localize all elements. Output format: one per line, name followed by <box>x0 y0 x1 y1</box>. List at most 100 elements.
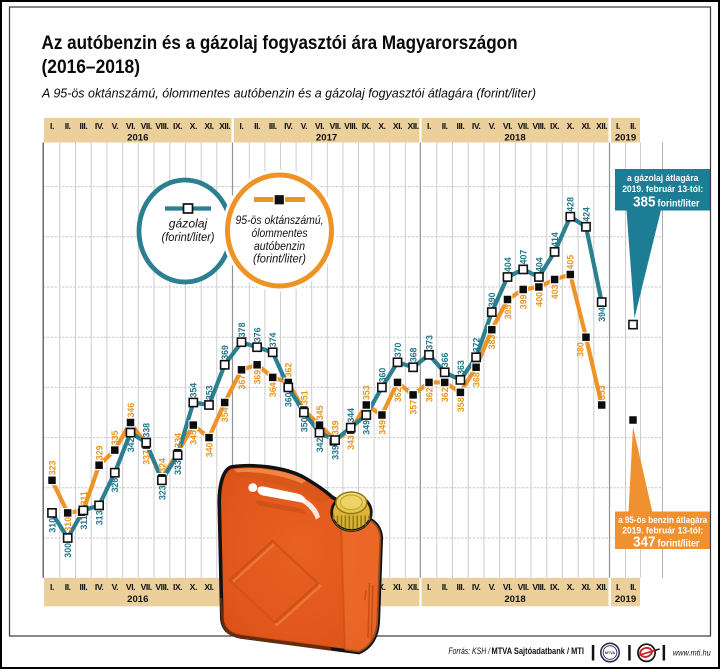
svg-text:2019: 2019 <box>615 594 636 605</box>
svg-text:IV.: IV. <box>95 582 103 592</box>
svg-text:344: 344 <box>346 408 356 423</box>
svg-text:311: 311 <box>79 515 89 529</box>
svg-text:354: 354 <box>220 407 230 422</box>
svg-text:2016: 2016 <box>127 133 148 144</box>
svg-text:II.: II. <box>254 121 260 131</box>
svg-text:a gázolaj átlagára: a gázolaj átlagára <box>627 173 699 183</box>
svg-text:346: 346 <box>126 403 136 418</box>
svg-text:XI.: XI. <box>393 121 402 131</box>
svg-text:350: 350 <box>299 417 309 432</box>
svg-text:MTVA Sajtóadatbank / MTI: MTVA Sajtóadatbank / MTI <box>492 646 585 656</box>
svg-text:300: 300 <box>63 543 73 558</box>
svg-text:313: 313 <box>95 510 105 525</box>
svg-text:I.: I. <box>616 582 620 592</box>
svg-text:ólommentes: ólommentes <box>252 227 308 240</box>
svg-text:323: 323 <box>47 461 57 476</box>
svg-text:345: 345 <box>315 405 325 420</box>
svg-text:2016: 2016 <box>127 594 148 605</box>
svg-text:II.: II. <box>442 121 448 131</box>
svg-text:349: 349 <box>362 420 372 435</box>
svg-text:MTVA: MTVA <box>605 651 616 655</box>
svg-text:V.: V. <box>112 582 118 592</box>
svg-text:X.: X. <box>567 121 574 131</box>
svg-text:407: 407 <box>519 250 529 265</box>
svg-text:autóbenzin: autóbenzin <box>254 240 305 253</box>
svg-text:IV.: IV. <box>472 582 480 592</box>
svg-text:II.: II. <box>630 121 636 131</box>
svg-text:VIII.: VIII. <box>155 121 168 131</box>
svg-text:363: 363 <box>456 360 466 375</box>
svg-text:399: 399 <box>519 294 529 309</box>
svg-text:349: 349 <box>377 420 387 435</box>
svg-text:II.: II. <box>65 121 71 131</box>
svg-text:370: 370 <box>393 343 403 358</box>
svg-text:310: 310 <box>47 518 57 533</box>
svg-text:404: 404 <box>534 257 544 272</box>
svg-text:2017: 2017 <box>316 133 337 144</box>
svg-text:X.: X. <box>378 121 385 131</box>
svg-text:351: 351 <box>299 390 309 405</box>
svg-text:X.: X. <box>190 582 197 592</box>
svg-text:V.: V. <box>112 121 118 131</box>
svg-text:I.: I. <box>427 121 431 131</box>
svg-text:IV.: IV. <box>284 121 292 131</box>
svg-text:394: 394 <box>597 307 607 322</box>
svg-text:Forrás: KSH /: Forrás: KSH / <box>448 646 491 656</box>
svg-text:376: 376 <box>253 327 263 342</box>
svg-text:2018: 2018 <box>504 133 526 144</box>
svg-text:forint/liter: forint/liter <box>658 199 700 210</box>
svg-text:Az autóbenzin és a gázolaj fog: Az autóbenzin és a gázolaj fogyasztói ár… <box>42 33 518 54</box>
svg-text:III.: III. <box>80 121 88 131</box>
svg-text:354: 354 <box>189 383 199 398</box>
svg-text:X.: X. <box>190 121 197 131</box>
svg-text:(forint/liter): (forint/liter) <box>253 253 306 266</box>
svg-text:I.: I. <box>50 121 54 131</box>
svg-text:378: 378 <box>237 322 247 337</box>
svg-text:II.: II. <box>630 582 636 592</box>
svg-text:311: 311 <box>79 491 89 505</box>
svg-text:385: 385 <box>633 194 656 211</box>
svg-text:343: 343 <box>346 435 356 450</box>
svg-text:366: 366 <box>440 353 450 368</box>
svg-text:357: 357 <box>409 400 419 415</box>
svg-text:339: 339 <box>331 445 341 460</box>
svg-text:II.: II. <box>65 582 71 592</box>
svg-text:VII.: VII. <box>141 582 152 592</box>
svg-text:V.: V. <box>489 121 495 131</box>
svg-text:362: 362 <box>284 363 294 378</box>
svg-text:368: 368 <box>409 348 419 363</box>
svg-text:395: 395 <box>503 305 513 320</box>
svg-text:IX.: IX. <box>173 121 182 131</box>
svg-text:IX.: IX. <box>550 582 559 592</box>
svg-text:VIII.: VIII. <box>532 582 545 592</box>
svg-text:III.: III. <box>457 121 465 131</box>
svg-text:VII.: VII. <box>141 121 152 131</box>
svg-text:342: 342 <box>126 438 136 453</box>
svg-text:XI.: XI. <box>581 582 590 592</box>
svg-text:310: 310 <box>63 517 73 532</box>
svg-text:367: 367 <box>237 375 247 390</box>
svg-text:A 95-ös oktánszámú, ólommentes: A 95-ös oktánszámú, ólommentes autóbenzi… <box>41 86 536 101</box>
svg-text:2018: 2018 <box>504 594 526 605</box>
svg-text:353: 353 <box>597 385 607 400</box>
svg-text:362: 362 <box>424 387 434 402</box>
svg-text:XI.: XI. <box>581 121 590 131</box>
svg-text:369: 369 <box>253 370 263 385</box>
svg-text:gázolaj: gázolaj <box>169 217 208 231</box>
svg-text:XII.: XII. <box>408 582 419 592</box>
svg-text:337: 337 <box>142 450 152 465</box>
svg-text:VII.: VII. <box>330 121 341 131</box>
svg-text:329: 329 <box>95 445 105 460</box>
svg-text:VI.: VI. <box>503 121 512 131</box>
svg-text:IV.: IV. <box>472 121 480 131</box>
svg-text:XII.: XII. <box>408 121 419 131</box>
svg-text:2019. február 13-tól:: 2019. február 13-tól: <box>622 184 703 194</box>
svg-text:362: 362 <box>393 387 403 402</box>
svg-text:V.: V. <box>301 121 307 131</box>
svg-text:XII.: XII. <box>219 121 230 131</box>
svg-text:372: 372 <box>472 338 482 353</box>
svg-text:VIII.: VIII. <box>155 582 168 592</box>
svg-text:340: 340 <box>204 443 214 458</box>
svg-text:(forint/liter): (forint/liter) <box>162 230 215 244</box>
svg-text:358: 358 <box>456 397 466 412</box>
